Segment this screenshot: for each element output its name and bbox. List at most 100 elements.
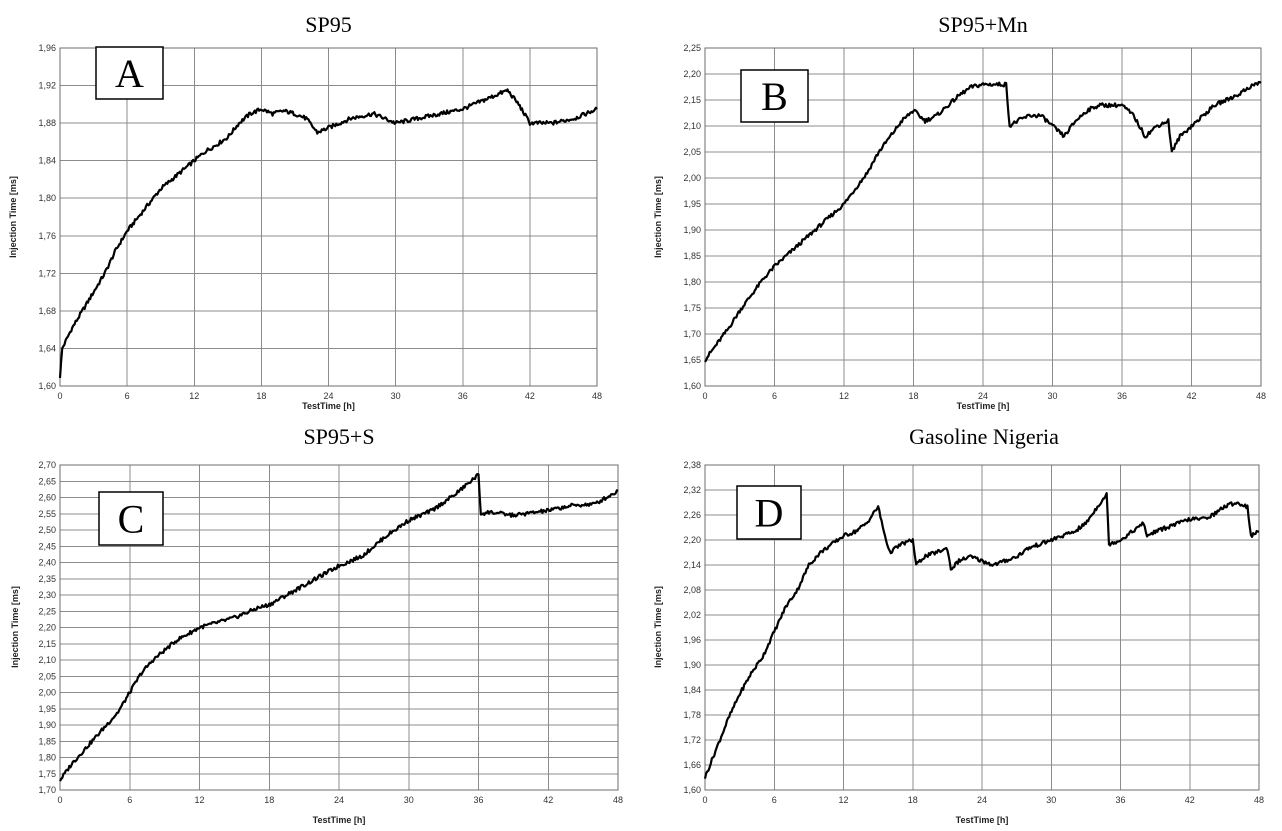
x-tick-label: 12 bbox=[839, 391, 849, 401]
y-tick-label: 2,20 bbox=[38, 623, 56, 633]
x-tick-label: 6 bbox=[772, 795, 777, 805]
y-tick-label: 1,60 bbox=[683, 785, 701, 795]
y-tick-label: 1,92 bbox=[38, 81, 56, 91]
x-tick-label: 36 bbox=[473, 795, 483, 805]
y-tick-label: 2,65 bbox=[38, 476, 56, 486]
x-tick-label: 48 bbox=[1256, 391, 1266, 401]
x-tick-label: 18 bbox=[256, 391, 266, 401]
y-tick-label: 1,85 bbox=[38, 736, 56, 746]
panel-letter-frame bbox=[740, 69, 809, 123]
y-axis-title: Injection Time [ms] bbox=[653, 586, 663, 668]
y-tick-label: 2,00 bbox=[683, 173, 701, 183]
y-tick-label: 2,30 bbox=[38, 590, 56, 600]
y-tick-label: 2,25 bbox=[38, 606, 56, 616]
x-tick-label: 12 bbox=[838, 795, 848, 805]
x-tick-label: 42 bbox=[1185, 795, 1195, 805]
y-axis-title: Injection Time [ms] bbox=[8, 176, 18, 258]
data-series-line bbox=[703, 492, 1260, 779]
chart-svg: 1,60 1,65 1,70 1,75 1,80 1,85 1,90 1,95 2,00 2,05… bbox=[653, 43, 1266, 411]
y-tick-label: 1,70 bbox=[38, 785, 56, 795]
y-tick-label: 2,14 bbox=[683, 560, 701, 570]
y-tick-label: 2,32 bbox=[683, 485, 701, 495]
x-tick-label: 48 bbox=[613, 795, 623, 805]
y-tick-label: 2,15 bbox=[38, 639, 56, 649]
y-tick-label: 1,64 bbox=[38, 343, 56, 353]
y-tick-label: 2,55 bbox=[38, 509, 56, 519]
plot-frame bbox=[59, 464, 619, 791]
chart-panel-b: SP95+Mn 1,60 1,65 1,70 1,75 1,80 1,85 1,90 1,95… bbox=[641, 0, 1282, 415]
x-tick-label: 24 bbox=[977, 795, 987, 805]
y-tick-label: 1,96 bbox=[38, 43, 56, 53]
y-tick-label: 1,90 bbox=[683, 660, 701, 670]
x-tick-label: 12 bbox=[194, 795, 204, 805]
y-tick-label: 2,10 bbox=[683, 121, 701, 131]
y-tick-label: 1,60 bbox=[38, 381, 56, 391]
chart-title: SP95+Mn bbox=[938, 12, 1028, 37]
y-tick-label: 2,60 bbox=[38, 493, 56, 503]
y-tick-label: 2,02 bbox=[683, 610, 701, 620]
y-tick-label: 1,80 bbox=[683, 277, 701, 287]
chart-panel-d: Gasoline Nigeria 1,60 1,66 1,72 1,78 1,84 1,9… bbox=[641, 415, 1282, 831]
data-series-line bbox=[59, 472, 619, 782]
y-tick-label: 1,76 bbox=[38, 231, 56, 241]
y-tick-label: 1,80 bbox=[38, 753, 56, 763]
panel-letter: D bbox=[755, 491, 784, 536]
y-tick-label: 1,75 bbox=[683, 303, 701, 313]
x-tick-label: 36 bbox=[1117, 391, 1127, 401]
y-tick-label: 2,20 bbox=[683, 69, 701, 79]
x-tick-label: 0 bbox=[702, 391, 707, 401]
y-tick-label: 2,35 bbox=[38, 574, 56, 584]
chart-panel-a: SP95 1,60 1,64 1,68 1,72 1,76 1,80 1,84 1,88 1,9… bbox=[0, 0, 641, 415]
x-tick-label: 24 bbox=[323, 391, 333, 401]
chart-svg: 1,70 1,75 1,80 1,85 1,90 1,95 2,00 2,05 2,10 2,15… bbox=[10, 460, 623, 825]
x-tick-label: 6 bbox=[127, 795, 132, 805]
x-tick-label: 12 bbox=[189, 391, 199, 401]
x-tick-label: 18 bbox=[908, 795, 918, 805]
x-tick-label: 30 bbox=[391, 391, 401, 401]
y-tick-label: 2,26 bbox=[683, 510, 701, 520]
y-tick-label: 2,15 bbox=[683, 95, 701, 105]
plot-frame bbox=[704, 47, 1262, 387]
y-tick-label: 1,65 bbox=[683, 355, 701, 365]
y-tick-label: 2,05 bbox=[683, 147, 701, 157]
panel-letter-frame bbox=[95, 46, 164, 100]
plot-frame bbox=[59, 47, 598, 387]
x-tick-label: 30 bbox=[1047, 391, 1057, 401]
x-tick-label: 42 bbox=[1186, 391, 1196, 401]
chart-title: Gasoline Nigeria bbox=[909, 424, 1059, 449]
panel-letter: A bbox=[115, 51, 144, 96]
chart-title: SP95+S bbox=[303, 424, 375, 449]
y-tick-label: 1,84 bbox=[38, 156, 56, 166]
x-tick-label: 6 bbox=[125, 391, 130, 401]
panel-letter: B bbox=[761, 74, 788, 119]
y-tick-label: 2,40 bbox=[38, 558, 56, 568]
chart-panel-c: SP95+S 1,70 1,75 1,80 1,85 1,90 1,95 2,00 2,05 2… bbox=[0, 415, 641, 831]
y-tick-label: 1,95 bbox=[683, 199, 701, 209]
y-tick-label: 1,85 bbox=[683, 251, 701, 261]
y-tick-label: 1,96 bbox=[683, 635, 701, 645]
x-tick-label: 42 bbox=[525, 391, 535, 401]
y-tick-label: 1,95 bbox=[38, 704, 56, 714]
y-tick-label: 2,05 bbox=[38, 671, 56, 681]
y-tick-label: 1,70 bbox=[683, 329, 701, 339]
y-tick-label: 2,38 bbox=[683, 460, 701, 470]
y-tick-label: 1,78 bbox=[683, 710, 701, 720]
y-axis-title: Injection Time [ms] bbox=[653, 176, 663, 258]
x-tick-label: 6 bbox=[772, 391, 777, 401]
y-tick-label: 2,25 bbox=[683, 43, 701, 53]
x-tick-label: 24 bbox=[334, 795, 344, 805]
x-tick-label: 30 bbox=[1046, 795, 1056, 805]
y-tick-label: 2,20 bbox=[683, 535, 701, 545]
y-tick-label: 1,90 bbox=[38, 720, 56, 730]
chart-title: SP95 bbox=[305, 12, 352, 37]
panel-letter-box: A bbox=[95, 46, 164, 100]
panel-letter-frame bbox=[98, 491, 164, 546]
y-tick-label: 1,60 bbox=[683, 381, 701, 391]
x-axis-title: TestTime [h] bbox=[956, 815, 1009, 825]
data-series-line bbox=[58, 88, 598, 378]
y-axis-title: Injection Time [ms] bbox=[10, 586, 20, 668]
y-tick-label: 2,08 bbox=[683, 585, 701, 595]
plot-frame bbox=[704, 464, 1260, 791]
y-tick-label: 1,66 bbox=[683, 760, 701, 770]
y-tick-label: 1,75 bbox=[38, 769, 56, 779]
